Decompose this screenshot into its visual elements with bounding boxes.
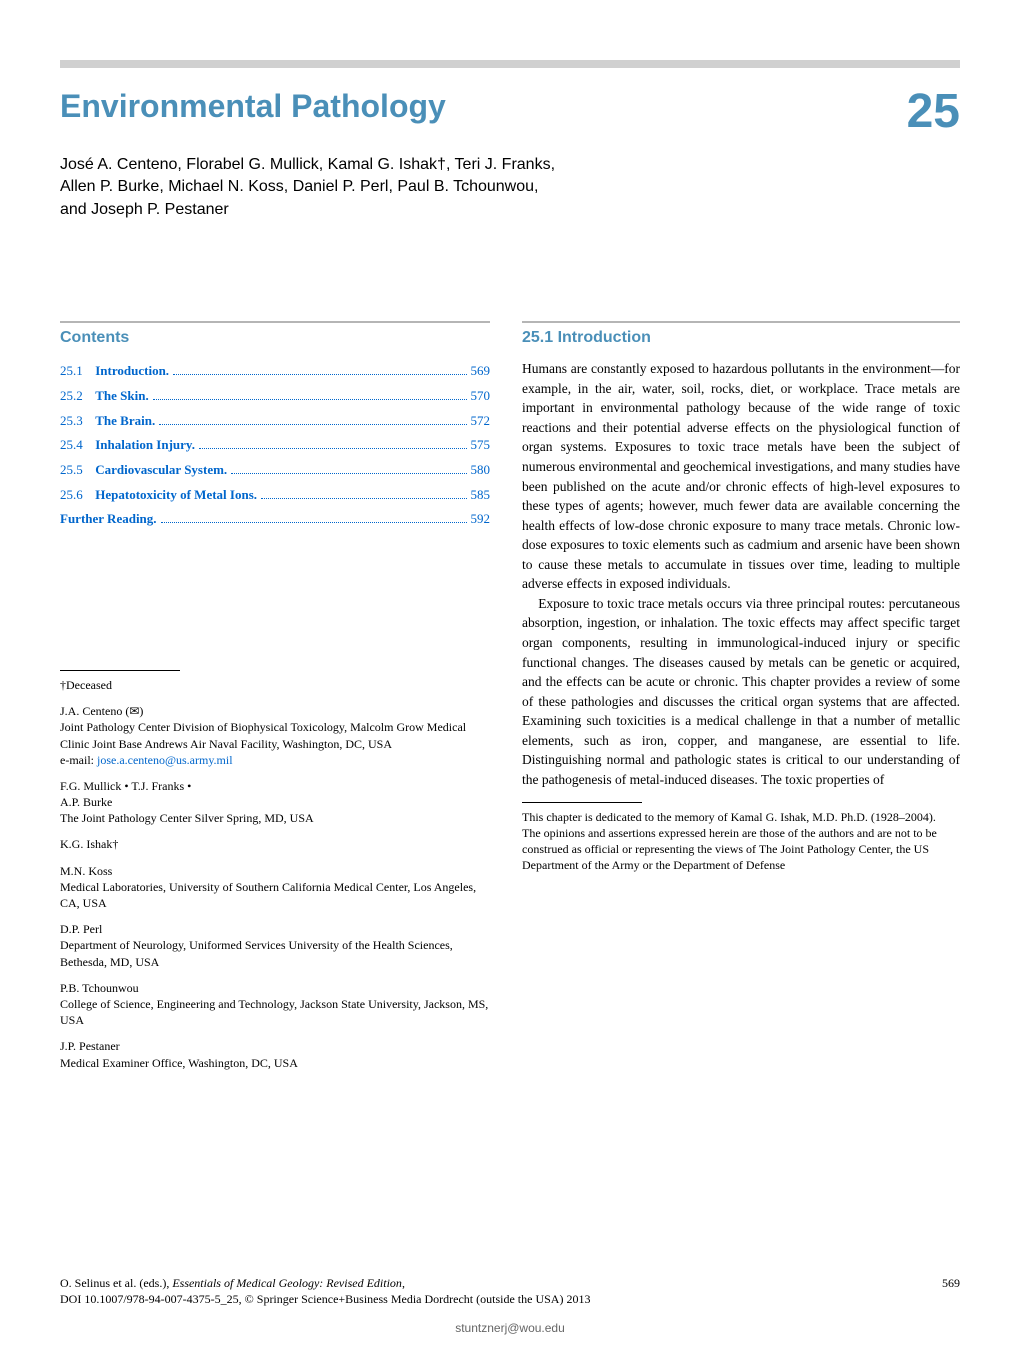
contents-heading: Contents — [60, 321, 490, 347]
body-paragraph: Humans are constantly exposed to hazardo… — [522, 359, 960, 594]
footnote-deceased: †Deceased — [60, 677, 490, 693]
toc-page: 572 — [471, 409, 491, 434]
author-affiliation: The Joint Pathology Center Silver Spring… — [60, 810, 490, 826]
author-name: A.P. Burke — [60, 794, 490, 810]
toc-title: Introduction. — [95, 363, 169, 378]
toc-page: 592 — [471, 507, 491, 532]
toc-page: 569 — [471, 359, 491, 384]
author-email-link[interactable]: jose.a.centeno@us.army.mil — [97, 753, 233, 767]
footnote-rule — [60, 670, 180, 671]
two-column-layout: Contents 25.1 Introduction. 569 25.2 The… — [60, 321, 960, 1081]
left-footnote-region: †Deceased J.A. Centeno (✉) Joint Patholo… — [60, 670, 490, 1071]
chapter-number: 25 — [907, 88, 960, 136]
body-paragraph: Exposure to toxic trace metals occurs vi… — [522, 594, 960, 790]
chapter-header: Environmental Pathology 25 — [60, 88, 960, 136]
right-column: 25.1 Introduction Humans are constantly … — [522, 321, 960, 1081]
author-footnotes: †Deceased J.A. Centeno (✉) Joint Patholo… — [60, 677, 490, 1071]
author-affiliation-block: P.B. Tchounwou College of Science, Engin… — [60, 980, 490, 1029]
right-footnote-region: This chapter is dedicated to the memory … — [522, 809, 960, 874]
footer-email: stuntznerj@wou.edu — [0, 1321, 1020, 1335]
author-name: K.G. Ishak† — [60, 836, 490, 852]
body-text: Humans are constantly exposed to hazardo… — [522, 359, 960, 789]
chapter-title: Environmental Pathology — [60, 88, 446, 125]
toc-row[interactable]: Further Reading. 592 — [60, 507, 490, 532]
toc-number: 25.4 — [60, 433, 92, 458]
table-of-contents: 25.1 Introduction. 569 25.2 The Skin. 57… — [60, 359, 490, 532]
authors-line: and Joseph P. Pestaner — [60, 199, 620, 221]
dedication-note: This chapter is dedicated to the memory … — [522, 809, 960, 825]
toc-row[interactable]: 25.2 The Skin. 570 — [60, 384, 490, 409]
author-email-line: e-mail: jose.a.centeno@us.army.mil — [60, 752, 490, 768]
toc-number: 25.1 — [60, 359, 92, 384]
author-affiliation-block: J.P. Pestaner Medical Examiner Office, W… — [60, 1038, 490, 1070]
author-affiliation-block: J.A. Centeno (✉) Joint Pathology Center … — [60, 703, 490, 768]
author-affiliation: Department of Neurology, Uniformed Servi… — [60, 937, 490, 969]
toc-dots — [153, 399, 467, 400]
toc-row[interactable]: 25.4 Inhalation Injury. 575 — [60, 433, 490, 458]
toc-title: Hepatotoxicity of Metal Ions. — [95, 487, 257, 502]
toc-dots — [261, 498, 466, 499]
toc-dots — [159, 424, 466, 425]
toc-number: 25.3 — [60, 409, 92, 434]
email-label: e-mail: — [60, 753, 97, 767]
author-list: José A. Centeno, Florabel G. Mullick, Ka… — [60, 154, 620, 221]
toc-title: Cardiovascular System. — [95, 462, 227, 477]
author-affiliation-block: D.P. Perl Department of Neurology, Unifo… — [60, 921, 490, 970]
authors-line: Allen P. Burke, Michael N. Koss, Daniel … — [60, 176, 620, 198]
toc-title: Further Reading. — [60, 511, 157, 526]
author-name: J.A. Centeno (✉) — [60, 703, 490, 719]
top-divider-bar — [60, 60, 960, 68]
toc-title: Inhalation Injury. — [95, 437, 195, 452]
author-affiliation-block: M.N. Koss Medical Laboratories, Universi… — [60, 863, 490, 912]
toc-title: The Skin. — [95, 388, 148, 403]
toc-page: 570 — [471, 384, 491, 409]
toc-title: The Brain. — [95, 413, 155, 428]
toc-row[interactable]: 25.3 The Brain. 572 — [60, 409, 490, 434]
authors-line: José A. Centeno, Florabel G. Mullick, Ka… — [60, 154, 620, 176]
toc-page: 580 — [471, 458, 491, 483]
citation-line: O. Selinus et al. (eds.), Essentials of … — [60, 1276, 405, 1290]
citation-text: O. Selinus et al. (eds.), Essentials of … — [60, 1275, 590, 1307]
toc-row[interactable]: 25.5 Cardiovascular System. 580 — [60, 458, 490, 483]
author-affiliation: College of Science, Engineering and Tech… — [60, 996, 490, 1028]
author-name: F.G. Mullick • T.J. Franks • — [60, 778, 490, 794]
toc-page: 575 — [471, 433, 491, 458]
toc-page: 585 — [471, 483, 491, 508]
left-column: Contents 25.1 Introduction. 569 25.2 The… — [60, 321, 490, 1081]
author-name: D.P. Perl — [60, 921, 490, 937]
author-affiliation-block: K.G. Ishak† — [60, 836, 490, 852]
toc-row[interactable]: 25.1 Introduction. 569 — [60, 359, 490, 384]
author-affiliation: Medical Examiner Office, Washington, DC,… — [60, 1055, 490, 1071]
toc-number: 25.2 — [60, 384, 92, 409]
page-number: 569 — [942, 1275, 960, 1307]
author-name: P.B. Tchounwou — [60, 980, 490, 996]
toc-number: 25.6 — [60, 483, 92, 508]
disclaimer-note: The opinions and assertions expressed he… — [522, 825, 960, 874]
author-affiliation: Medical Laboratories, University of Sout… — [60, 879, 490, 911]
toc-number: 25.5 — [60, 458, 92, 483]
author-name: J.P. Pestaner — [60, 1038, 490, 1054]
toc-dots — [199, 448, 467, 449]
citation-footer: O. Selinus et al. (eds.), Essentials of … — [60, 1275, 960, 1307]
citation-doi: DOI 10.1007/978-94-007-4375-5_25, © Spri… — [60, 1292, 590, 1306]
toc-dots — [231, 473, 466, 474]
author-name: M.N. Koss — [60, 863, 490, 879]
toc-dots — [161, 522, 467, 523]
footnote-rule — [522, 802, 642, 803]
section-heading: 25.1 Introduction — [522, 321, 960, 347]
author-affiliation-block: F.G. Mullick • T.J. Franks • A.P. Burke … — [60, 778, 490, 827]
author-affiliation: Joint Pathology Center Division of Bioph… — [60, 719, 490, 751]
toc-dots — [173, 374, 466, 375]
toc-row[interactable]: 25.6 Hepatotoxicity of Metal Ions. 585 — [60, 483, 490, 508]
